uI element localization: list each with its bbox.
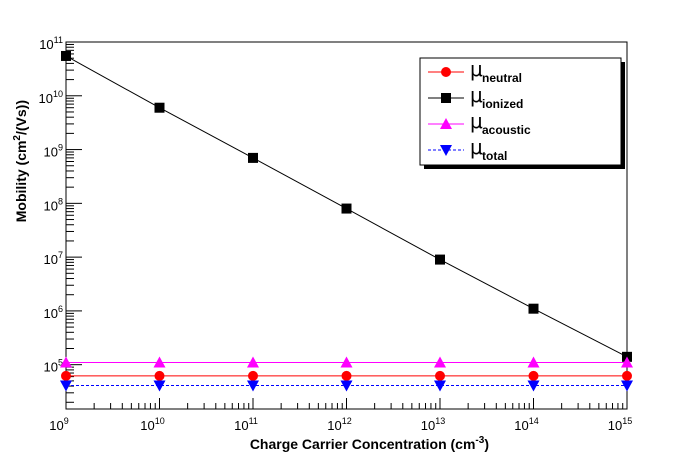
x-tick-label: 1013 (421, 416, 445, 433)
x-tick-label: 1010 (140, 416, 164, 433)
x-tick-label: 1012 (327, 416, 351, 433)
data-point-total (621, 380, 633, 392)
y-tick-label: 1011 (39, 35, 63, 52)
data-point-total (60, 380, 72, 392)
legend-label: neutral (482, 71, 522, 85)
legend-box (419, 57, 622, 166)
x-tick-label: 1015 (608, 416, 632, 433)
series-layer (60, 50, 633, 392)
data-point-acoustic (434, 356, 446, 368)
data-point-ionized (528, 303, 539, 314)
data-point-ionized (154, 102, 165, 113)
legend-entry-neutral: μ neutral (428, 57, 522, 85)
series-neutral (61, 370, 632, 381)
legend-entry-acoustic: μ acoustic (428, 109, 531, 137)
data-point-total (153, 380, 166, 392)
data-point-neutral (435, 370, 445, 381)
data-point-acoustic (247, 356, 259, 368)
legend-marker (440, 118, 452, 129)
series-acoustic (60, 356, 633, 368)
data-point-ionized (435, 254, 445, 265)
data-point-acoustic (60, 356, 72, 368)
data-point-ionized (341, 203, 352, 214)
axis-titles: Charge Carrier Concentration (cm-3) Mobil… (12, 100, 489, 452)
legend-symbol: μ (470, 57, 483, 81)
legend-marker (440, 145, 452, 156)
legend-marker (441, 93, 451, 103)
data-point-acoustic (527, 356, 540, 368)
y-tick-label: 106 (44, 304, 63, 321)
data-point-total (434, 380, 446, 392)
y-tick-label: 107 (44, 250, 63, 267)
series-total (60, 380, 633, 392)
axes: 109 1010 1011 1012 1013 1014 1015 105 106 107 108 1… (39, 35, 633, 433)
data-point-total (527, 380, 540, 392)
data-point-acoustic (153, 356, 166, 368)
data-point-total (247, 380, 259, 392)
x-axis-title: Charge Carrier Concentration (cm-3) (250, 435, 489, 452)
data-point-neutral (61, 370, 71, 381)
data-point-neutral (248, 370, 258, 381)
y-axis-title: Mobility (cm2/(Vs)) (12, 100, 29, 222)
data-point-ionized (61, 50, 71, 61)
legend-label: ionized (482, 97, 523, 111)
data-point-ionized (248, 152, 258, 163)
legend-symbol: μ (470, 83, 483, 107)
y-tick-label: 108 (44, 196, 63, 213)
legend-symbol: μ (470, 135, 483, 159)
data-point-neutral (528, 370, 539, 381)
data-point-neutral (341, 370, 352, 381)
y-tick-label: 105 (44, 358, 63, 375)
data-point-neutral (154, 370, 165, 381)
legend-symbol: μ (470, 109, 483, 133)
x-tick-label: 109 (49, 416, 68, 433)
legend-label: acoustic (482, 123, 531, 137)
legend-label: total (482, 149, 507, 163)
data-point-total (340, 380, 353, 392)
y-tick-label: 1010 (39, 89, 63, 106)
data-point-neutral (622, 370, 632, 381)
legend-marker (441, 67, 451, 77)
x-tick-label: 1014 (514, 416, 538, 433)
legend-entry-total: μ total (428, 135, 507, 163)
data-point-acoustic (340, 356, 353, 368)
x-tick-label: 1011 (234, 416, 258, 433)
legend-entry-ionized: μ ionized (428, 83, 523, 111)
y-tick-label: 109 (44, 143, 63, 160)
data-point-acoustic (621, 356, 633, 368)
